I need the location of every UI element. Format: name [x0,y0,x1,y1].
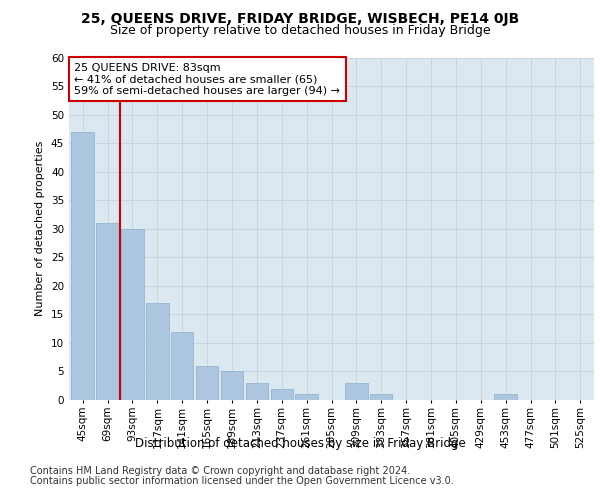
Bar [146,303,169,400]
Text: Distribution of detached houses by size in Friday Bridge: Distribution of detached houses by size … [134,438,466,450]
Y-axis label: Number of detached properties: Number of detached properties [35,141,46,316]
Text: 25, QUEENS DRIVE, FRIDAY BRIDGE, WISBECH, PE14 0JB: 25, QUEENS DRIVE, FRIDAY BRIDGE, WISBECH… [81,12,519,26]
Bar [221,372,243,400]
Bar [171,332,193,400]
Bar [196,366,218,400]
Text: Contains public sector information licensed under the Open Government Licence v3: Contains public sector information licen… [30,476,454,486]
Bar [271,388,293,400]
Bar [71,132,94,400]
Bar [97,223,119,400]
Bar [370,394,392,400]
Bar [345,383,368,400]
Bar [245,383,268,400]
Bar [494,394,517,400]
Text: Size of property relative to detached houses in Friday Bridge: Size of property relative to detached ho… [110,24,490,37]
Text: 25 QUEENS DRIVE: 83sqm
← 41% of detached houses are smaller (65)
59% of semi-det: 25 QUEENS DRIVE: 83sqm ← 41% of detached… [74,62,340,96]
Bar [121,229,143,400]
Text: Contains HM Land Registry data © Crown copyright and database right 2024.: Contains HM Land Registry data © Crown c… [30,466,410,476]
Bar [295,394,318,400]
